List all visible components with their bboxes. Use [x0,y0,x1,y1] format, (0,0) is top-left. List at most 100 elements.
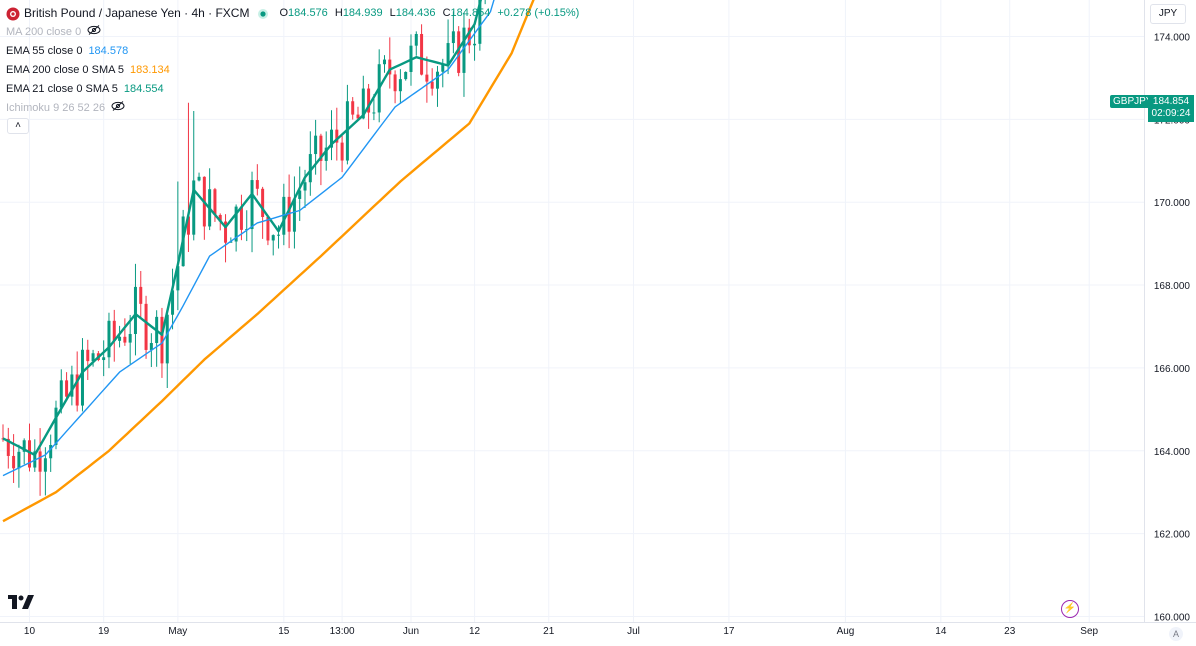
candle-body [239,206,243,230]
candle [404,71,408,81]
candle [17,444,21,488]
candle [340,133,344,173]
candle-body [435,71,439,89]
candle-body [59,380,63,408]
x-tick-label: 14 [935,626,947,637]
indicator-ema55[interactable]: EMA 55 close 0 184.578 [6,42,583,61]
candle [165,312,169,388]
candle-body [133,286,137,335]
candle-body [372,112,376,114]
candle [112,309,116,362]
x-tick-label: Sep [1080,626,1098,637]
candle-body [414,33,418,46]
y-tick-label: 170.000 [1154,198,1191,209]
candle [435,65,439,107]
candle-body [17,451,21,469]
indicator-ema21[interactable]: EMA 21 close 0 SMA 5 184.554 [6,80,583,99]
high-value: 184.939 [342,7,383,19]
indicator-value: 184.578 [88,45,129,57]
y-tick-label: 168.000 [1154,281,1191,292]
y-tick-label: 160.000 [1154,613,1191,624]
candle [271,234,275,256]
candle [250,171,254,253]
candle-body [12,455,16,469]
candle-body [65,380,69,397]
lightning-icon[interactable]: ⚡ [1061,600,1079,618]
indicator-ma200[interactable]: MA 200 close 0 [6,23,583,42]
candle-body [80,349,84,406]
candle-body [393,74,397,92]
candle-body [255,180,259,189]
candle [224,214,228,263]
open-label: O [279,7,289,19]
candle [123,318,127,346]
x-tick-label: 17 [723,626,735,637]
candle-body [186,216,190,235]
auto-scale-button[interactable]: A [1169,627,1183,641]
close-label: C [442,7,451,19]
candle [49,434,53,472]
candle-body [298,190,302,199]
candle-body [171,290,175,315]
candle [414,31,418,56]
ema55-line [2,0,495,477]
candle-body [144,303,148,350]
open-value: 184.576 [288,7,328,19]
candle-body [340,142,344,161]
candle-body [382,59,386,65]
ema21-line [2,0,482,457]
candle-body [192,180,196,235]
symbol-row: British Pound / Japanese Yen · 4h · FXCM… [6,4,583,23]
currency-button[interactable]: JPY [1150,4,1186,24]
candle-body [22,440,26,452]
candle [261,186,265,239]
tradingview-logo[interactable] [8,595,34,614]
candle [59,369,63,414]
candle [239,194,243,241]
y-tick-label: 164.000 [1154,447,1191,458]
candle-body [404,71,408,80]
candle-body [351,101,355,115]
candle [361,75,365,120]
candle-body [234,206,238,242]
symbol-title[interactable]: British Pound / Japanese Yen · 4h · FXCM [24,6,250,20]
indicator-value: 184.554 [123,83,164,95]
candle-body [128,334,132,343]
candle-body [6,438,10,456]
x-tick-label: Jul [627,626,640,637]
x-tick-label: 15 [278,626,290,637]
candle-body [361,88,365,119]
candle [202,176,206,240]
indicator-ichimoku[interactable]: Ichimoku 9 26 52 26 [6,99,583,118]
candle [118,325,122,348]
candle-body [319,135,323,161]
bar-countdown: 02:09:24 [1151,108,1191,119]
gbp-jpy-flag-icon [6,7,20,20]
candle-body [139,286,143,304]
candle-body [261,188,265,217]
candle-body [27,440,31,468]
candle [467,18,471,54]
eye-off-icon[interactable] [87,23,101,42]
indicator-ema200[interactable]: EMA 200 close 0 SMA 5 183.134 [6,61,583,80]
chevron-up-icon: ˄ [15,120,21,131]
candle [473,20,477,61]
candle [54,400,58,450]
eye-off-icon[interactable] [111,99,125,118]
collapse-legend-button[interactable]: ˄ [7,118,29,134]
candle [107,312,111,369]
x-tick-label: 19 [98,626,110,637]
candle-body [75,374,79,406]
candle-body [308,154,312,183]
candle [186,102,190,253]
candle-body [160,316,164,364]
candle [22,438,26,465]
x-tick-label: Aug [837,626,855,637]
candle-body [473,43,477,46]
high-label: H [334,7,343,19]
candle-body [165,314,169,364]
candle-body [43,458,47,472]
ohlc-values: O184.576 H184.939 L184.436 C184.854 +0.2… [279,4,583,23]
indicator-label: EMA 21 close 0 SMA 5 [6,83,118,95]
